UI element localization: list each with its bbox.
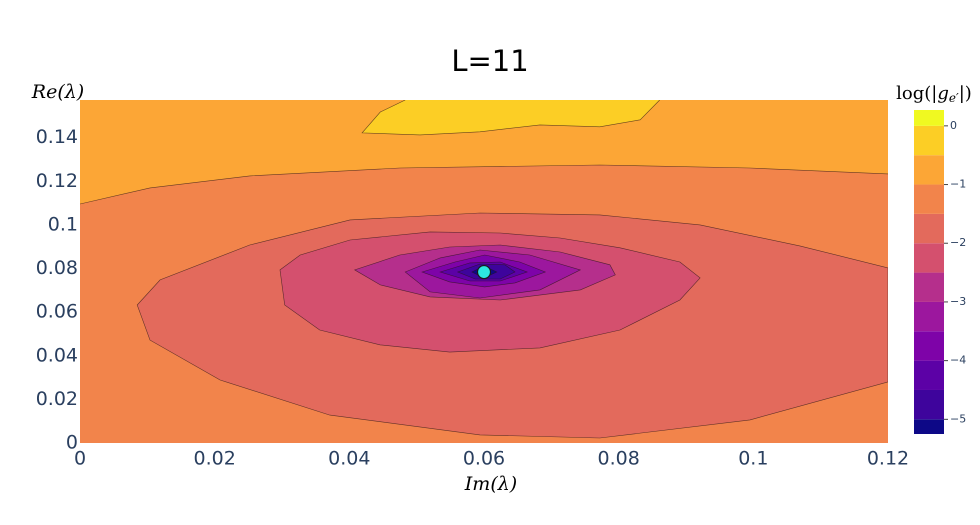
y-tick-label: 0.06 <box>36 301 78 323</box>
y-axis-label: Re(λ) <box>31 81 84 103</box>
colorbar-band <box>914 360 944 390</box>
colorbar-band <box>914 331 944 361</box>
x-tick-label: 0.02 <box>194 448 236 470</box>
x-tick-label: 0.08 <box>598 448 640 470</box>
contour-line <box>456 263 516 280</box>
colorbar-band <box>914 125 944 156</box>
contour-fill <box>80 100 888 135</box>
colorbar-title-part: |) <box>959 83 972 104</box>
x-axis-label: Im(λ) <box>464 473 517 495</box>
contour-line <box>136 212 888 439</box>
contour-line <box>80 164 888 205</box>
colorbar-tick-label: −3 <box>950 295 966 308</box>
colorbar-title-part: log(| <box>896 83 937 104</box>
x-tick-label: 0 <box>74 448 86 470</box>
plot-area <box>80 100 888 443</box>
colorbar-band <box>914 301 944 332</box>
y-tick-label: 0 <box>66 432 78 454</box>
y-tick-label: 0.04 <box>36 344 78 366</box>
x-tick-label: 0.04 <box>328 448 370 470</box>
marker-point <box>476 264 492 280</box>
colorbar-band <box>914 243 944 273</box>
colorbar-band <box>914 419 944 434</box>
colorbar-band <box>914 155 944 185</box>
y-tick-label: 0.1 <box>48 213 78 235</box>
x-tick-label: 0.1 <box>738 448 768 470</box>
colorbar-band <box>914 110 944 126</box>
contour-line <box>279 231 701 353</box>
contour-line <box>404 249 582 299</box>
contour-line <box>421 254 547 288</box>
colorbar-title-part: e′ <box>949 91 959 105</box>
contour-line <box>353 244 616 301</box>
y-tick-label: 0.12 <box>36 170 78 192</box>
colorbar-band <box>914 184 944 214</box>
colorbar-tick-label: 0 <box>950 119 957 132</box>
colorbar-tick-label: −2 <box>950 236 966 249</box>
colorbar-band <box>914 389 944 420</box>
y-tick-label: 0.08 <box>36 257 78 279</box>
colorbar-tick-label: −5 <box>950 412 966 425</box>
colorbar-title-part: g <box>937 83 949 104</box>
colorbar-title: log(|ge′|) <box>896 83 972 105</box>
contour-line <box>361 100 660 136</box>
colorbar-tick-label: −4 <box>950 354 966 367</box>
y-tick-label: 0.02 <box>36 388 78 410</box>
x-tick-label: 0.06 <box>463 448 505 470</box>
chart-title: L=11 <box>451 44 528 78</box>
contour-fill <box>80 100 888 204</box>
y-tick-label: 0.14 <box>36 126 78 148</box>
colorbar-tick-label: −1 <box>950 178 966 191</box>
colorbar-band <box>914 213 944 244</box>
x-tick-label: 0.12 <box>867 448 909 470</box>
contour-line <box>439 261 529 282</box>
colorbar-band <box>914 272 944 302</box>
